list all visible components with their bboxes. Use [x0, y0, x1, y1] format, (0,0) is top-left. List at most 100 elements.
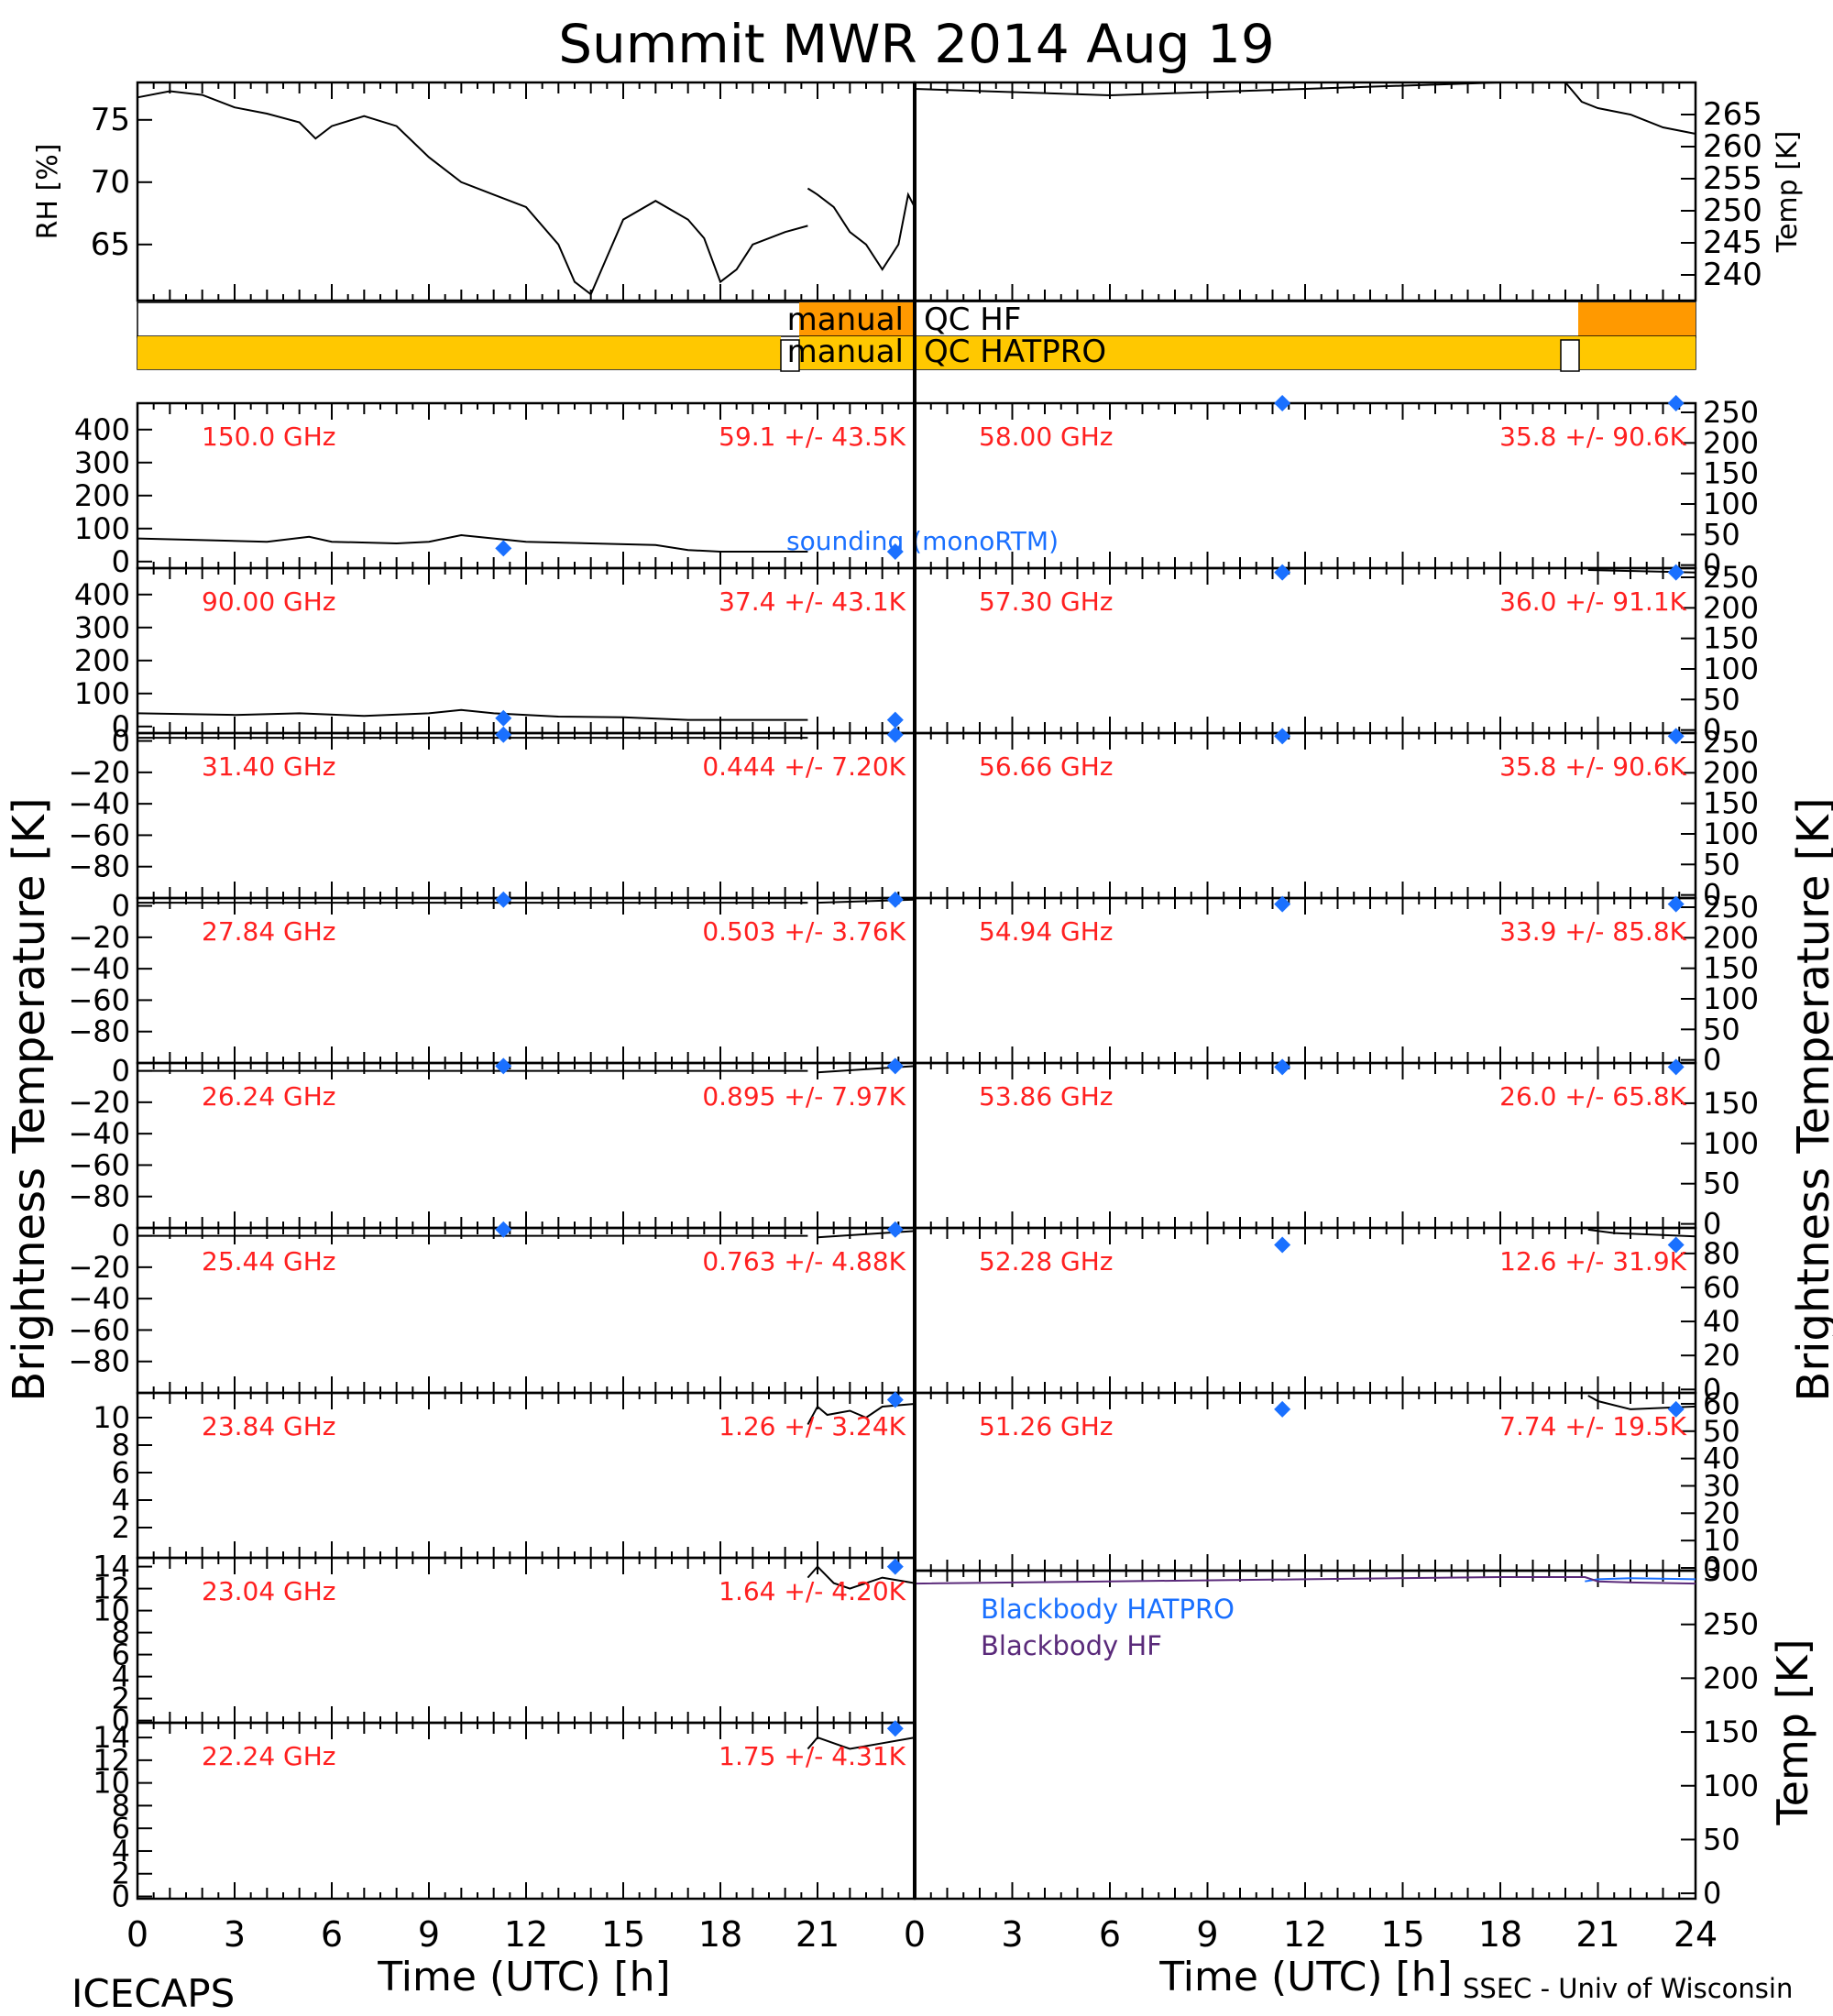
y-tick-label: 50	[1703, 1167, 1740, 1201]
y-tick-label: 0	[112, 1879, 130, 1914]
x-tick-label: 12	[504, 1914, 548, 1955]
y-tick-label: 0	[1703, 1550, 1721, 1585]
y-tick-label: 10	[93, 1400, 130, 1435]
y-tick-label: 10	[93, 1594, 130, 1628]
sounding-legend: sounding (monoRTM)	[786, 526, 1059, 556]
sounding-marker	[1667, 1058, 1685, 1076]
bb-legend-hatpro: Blackbody HATPRO	[981, 1594, 1235, 1625]
y-tick-label: 240	[1703, 257, 1762, 293]
y-tick-label: 8	[112, 1616, 130, 1650]
y-tick-label: 300	[1703, 1553, 1759, 1588]
channel-frequency: 23.04 GHz	[202, 1576, 336, 1606]
x-tick-label: 0	[904, 1914, 926, 1955]
left-brightness-ylabel: Brightness Temperature [K]	[4, 797, 55, 1401]
sounding-marker	[495, 726, 512, 743]
y-tick-label: 50	[1703, 682, 1740, 717]
sounding-marker	[886, 891, 904, 908]
y-tick-label: 2	[112, 1682, 130, 1716]
sounding-marker	[1667, 564, 1685, 581]
y-tick-label: 65	[91, 226, 130, 263]
y-tick-label: 6	[112, 1455, 130, 1490]
channel-stats: 26.0 +/- 65.8K	[1499, 1081, 1686, 1112]
y-tick-label: 250	[1703, 890, 1759, 925]
y-tick-label: 150	[1703, 621, 1759, 656]
x-tick-label: 6	[1099, 1914, 1121, 1955]
x-tick-label: 9	[1196, 1914, 1218, 1955]
rh-ylabel: RH [%]	[32, 144, 64, 240]
y-tick-label: 200	[1703, 425, 1759, 460]
bb-legend-hf: Blackbody HF	[981, 1630, 1162, 1661]
y-tick-label: 200	[74, 643, 130, 678]
x-tick-label: 6	[321, 1914, 343, 1955]
y-tick-label: 10	[1703, 1523, 1740, 1558]
y-tick-label: −80	[68, 1014, 130, 1049]
qc-label-left: manual	[787, 301, 904, 338]
y-tick-label: 2	[112, 1857, 130, 1891]
y-tick-label: 100	[74, 511, 130, 546]
sounding-marker	[1274, 1400, 1291, 1418]
sounding-marker	[886, 1558, 904, 1575]
y-tick-label: 0	[112, 1704, 130, 1738]
sounding-marker	[1667, 1236, 1685, 1254]
qc-gap	[1560, 339, 1580, 372]
channel-frequency: 150.0 GHz	[202, 422, 336, 452]
y-tick-label: 6	[112, 1638, 130, 1672]
y-tick-label: −80	[68, 1344, 130, 1379]
y-tick-label: −40	[68, 786, 130, 821]
y-tick-label: 100	[1703, 981, 1759, 1016]
footer-left: ICECAPS	[71, 1971, 235, 2016]
series-line	[137, 708, 808, 721]
y-tick-label: −60	[68, 1312, 130, 1347]
qc-label-left: manual	[787, 334, 904, 370]
panel-frame	[136, 81, 916, 302]
y-tick-label: −20	[68, 1085, 130, 1120]
x-tick-label: 24	[1674, 1914, 1718, 1955]
y-tick-label: 260	[1703, 128, 1762, 165]
y-tick-label: 245	[1703, 225, 1762, 261]
y-tick-label: −40	[68, 951, 130, 986]
y-tick-label: 250	[1703, 560, 1759, 595]
y-tick-label: 0	[112, 1219, 130, 1254]
channel-frequency: 27.84 GHz	[202, 916, 336, 947]
x-tick-label: 21	[1575, 1914, 1619, 1955]
series-line	[137, 90, 808, 296]
y-tick-label: 250	[1703, 192, 1762, 229]
y-tick-label: 100	[74, 676, 130, 711]
qc-gap	[780, 339, 800, 372]
y-tick-label: 150	[1703, 1086, 1759, 1121]
channel-frequency: 51.26 GHz	[979, 1411, 1114, 1441]
y-tick-label: 40	[1703, 1304, 1740, 1339]
y-tick-label: 14	[93, 1720, 130, 1755]
channel-frequency: 26.24 GHz	[202, 1081, 336, 1112]
channel-frequency: 58.00 GHz	[979, 422, 1114, 452]
x-tick-label: 15	[601, 1914, 645, 1955]
series-line	[807, 187, 916, 271]
series-line	[137, 533, 808, 553]
y-tick-label: −40	[68, 1281, 130, 1316]
y-tick-label: 255	[1703, 160, 1762, 197]
y-tick-label: 150	[1703, 951, 1759, 986]
y-tick-label: −60	[68, 982, 130, 1017]
y-tick-label: 100	[1703, 816, 1759, 851]
y-tick-label: 6	[112, 1811, 130, 1846]
channel-stats: 37.4 +/- 43.1K	[719, 586, 906, 617]
x-tick-label: 12	[1283, 1914, 1327, 1955]
y-tick-label: 10	[93, 1766, 130, 1801]
sounding-marker	[1274, 728, 1291, 745]
right-brightness-ylabel: Brightness Temperature [K]	[1788, 797, 1833, 1401]
sounding-marker	[886, 711, 904, 729]
y-tick-label: 0	[1703, 1876, 1721, 1911]
sounding-marker	[495, 540, 512, 557]
sounding-marker	[1274, 1236, 1291, 1254]
channel-stats: 35.8 +/- 90.6K	[1499, 422, 1686, 452]
channel-frequency: 53.86 GHz	[979, 1081, 1114, 1112]
channel-frequency: 22.24 GHz	[202, 1741, 336, 1771]
channel-stats: 33.9 +/- 85.8K	[1499, 916, 1686, 947]
y-tick-label: 60	[1703, 1270, 1740, 1305]
channel-stats: 59.1 +/- 43.5K	[719, 422, 906, 452]
qc-row-0: manual QC HF	[137, 301, 1696, 338]
